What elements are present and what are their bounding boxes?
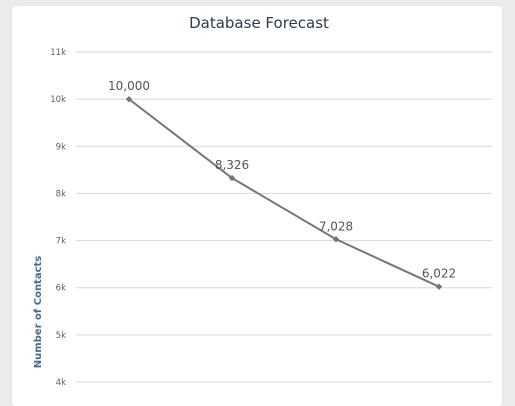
y-tick-label: 5k: [56, 331, 66, 341]
y-tick-label: 7k: [56, 237, 66, 247]
data-label: 7,028: [319, 219, 353, 233]
chart-title: Database Forecast: [189, 14, 329, 32]
data-label: 6,022: [422, 267, 456, 281]
y-tick-label: 9k: [56, 142, 66, 152]
data-point[interactable]: [435, 283, 443, 290]
y-axis-ticks: 4k 5k 6k 7k 8k 9k 10k 11k: [50, 48, 66, 388]
y-tick-label: 8k: [56, 189, 66, 199]
data-labels: 10,000 8,326 7,028 6,022: [108, 79, 456, 281]
y-tick-label: 10k: [50, 95, 66, 105]
chart-card: [12, 6, 502, 406]
data-label: 8,326: [215, 158, 249, 172]
y-tick-label: 6k: [56, 284, 66, 294]
data-point[interactable]: [125, 95, 133, 103]
data-label: 10,000: [108, 79, 150, 93]
data-point[interactable]: [228, 174, 236, 182]
y-tick-label: 4k: [56, 378, 66, 388]
y-tick-label: 11k: [50, 48, 66, 58]
y-axis-label: Number of Contacts: [33, 256, 44, 369]
data-point[interactable]: [332, 236, 340, 243]
gridlines: [76, 51, 492, 383]
series-line: [128, 98, 440, 288]
series: [125, 95, 443, 290]
